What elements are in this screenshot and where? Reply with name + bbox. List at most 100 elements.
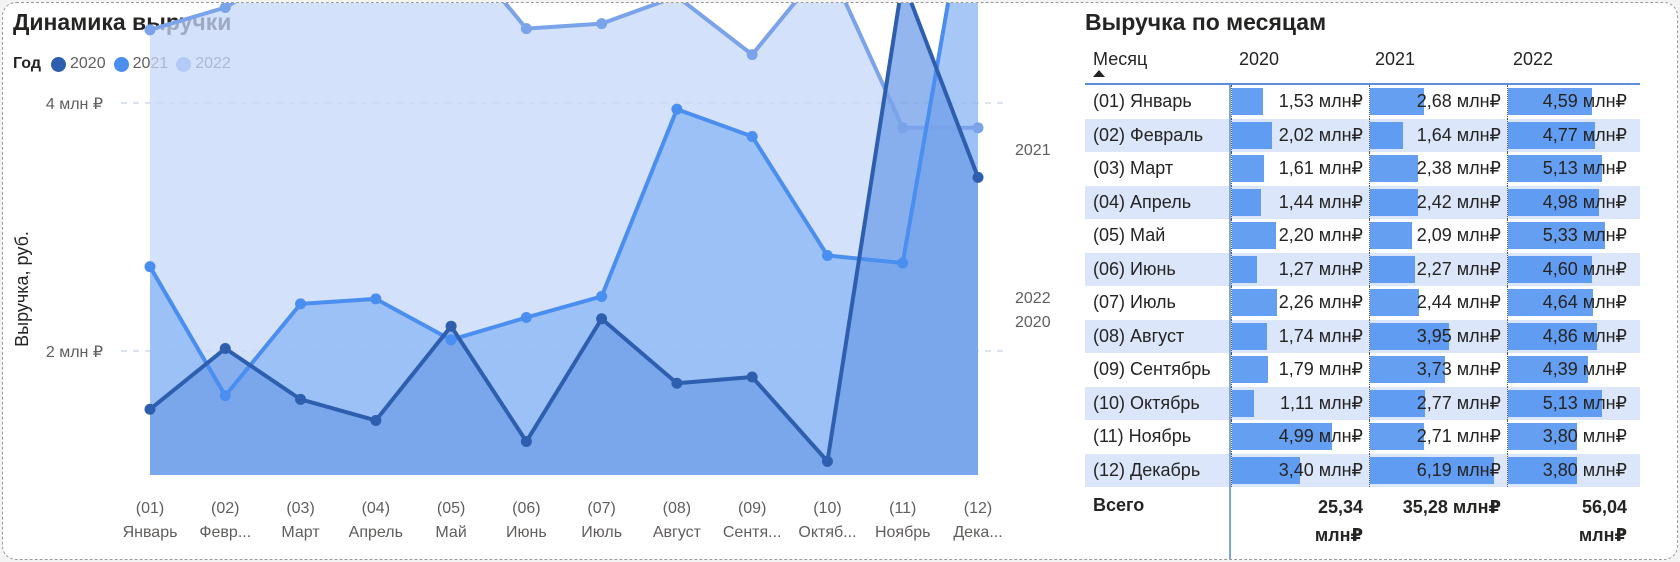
cell-2020[interactable]: 1,53 млн₽ <box>1231 85 1369 119</box>
cell-value: 2,77 млн₽ <box>1416 392 1501 413</box>
cell-2020[interactable]: 3,40 млн₽ <box>1231 453 1369 487</box>
cell-2022[interactable]: 4,39 млн₽ <box>1507 353 1633 387</box>
table-row[interactable]: (12) Декабрь 3,40 млн₽ 6,19 млн₽ 3,80 млн₽ <box>1085 453 1640 487</box>
table-row[interactable]: (01) Январь 1,53 млн₽ 2,68 млн₽ 4,59 млн₽ <box>1085 85 1640 119</box>
cell-2020[interactable]: 2,02 млн₽ <box>1231 118 1369 152</box>
revenue-line-chart[interactable]: 2 млн ₽4 млн ₽6 млн ₽Выручка, руб.202120… <box>3 3 1063 559</box>
data-bar <box>1370 188 1419 216</box>
cell-2021[interactable]: 6,19 млн₽ <box>1369 453 1507 487</box>
cell-2021[interactable]: 2,09 млн₽ <box>1369 219 1507 253</box>
cell-2021[interactable]: 1,64 млн₽ <box>1369 118 1507 152</box>
cell-2022[interactable]: 5,33 млн₽ <box>1507 219 1633 253</box>
x-tick-number: (05) <box>437 500 465 517</box>
data-point-2021 <box>445 334 457 346</box>
data-point-2021 <box>370 293 382 305</box>
data-point-2021 <box>144 261 156 273</box>
sort-ascending-icon[interactable] <box>1093 70 1105 77</box>
cell-2021[interactable]: 2,71 млн₽ <box>1369 420 1507 454</box>
x-tick-number: (01) <box>136 500 164 517</box>
cell-2020[interactable]: 2,20 млн₽ <box>1231 219 1369 253</box>
cell-2020[interactable]: 1,11 млн₽ <box>1231 386 1369 420</box>
row-month-label: (04) Апрель <box>1093 191 1192 212</box>
table-row[interactable]: (10) Октябрь 1,11 млн₽ 2,77 млн₽ 5,13 млн₽ <box>1085 386 1640 420</box>
series-end-label: 2022 <box>1015 290 1051 307</box>
cell-2022[interactable]: 5,13 млн₽ <box>1507 386 1633 420</box>
x-tick-number: (09) <box>738 500 766 517</box>
cell-2020[interactable]: 1,27 млн₽ <box>1231 252 1369 286</box>
cell-2022[interactable]: 5,13 млн₽ <box>1507 152 1633 186</box>
header-month[interactable]: Месяц <box>1093 49 1148 69</box>
cell-value: 4,39 млн₽ <box>1542 359 1627 379</box>
data-bar <box>1370 222 1412 249</box>
data-bar <box>1508 88 1592 115</box>
cell-2021[interactable]: 2,68 млн₽ <box>1369 85 1507 119</box>
cell-2020[interactable]: 1,44 млн₽ <box>1231 185 1369 219</box>
x-tick-number: (04) <box>362 500 390 517</box>
cell-2022[interactable]: 4,77 млн₽ <box>1507 118 1633 152</box>
cell-2022[interactable]: 4,64 млн₽ <box>1507 286 1633 320</box>
data-bar <box>1370 255 1416 283</box>
data-bar <box>1508 222 1606 249</box>
cell-2020[interactable]: 1,79 млн₽ <box>1231 353 1369 387</box>
table-row[interactable]: (04) Апрель 1,44 млн₽ 2,42 млн₽ 4,98 млн₽ <box>1085 185 1640 219</box>
cell-value: 2,02 млн₽ <box>1278 124 1363 145</box>
cell-value: 2,44 млн₽ <box>1416 292 1501 312</box>
cell-2022[interactable]: 4,98 млн₽ <box>1507 185 1633 219</box>
header-2020[interactable]: 2020 <box>1239 49 1280 69</box>
x-tick-label: Дека... <box>953 524 1002 541</box>
data-bar <box>1370 456 1494 484</box>
cell-value: 1,44 млн₽ <box>1278 191 1363 212</box>
table-row[interactable]: (08) Август 1,74 млн₽ 3,95 млн₽ 4,86 млн₽ <box>1085 319 1640 353</box>
cell-2022[interactable]: 4,59 млн₽ <box>1507 85 1633 119</box>
cell-2020[interactable]: 1,61 млн₽ <box>1231 152 1369 186</box>
series-line-2020 <box>148 3 980 464</box>
cell-2021[interactable]: 2,38 млн₽ <box>1369 152 1507 186</box>
table-row[interactable]: (09) Сентябрь 1,79 млн₽ 3,73 млн₽ 4,39 млн₽ <box>1085 353 1640 387</box>
cell-2021[interactable]: 2,42 млн₽ <box>1369 185 1507 219</box>
cell-2022[interactable]: 4,86 млн₽ <box>1507 319 1633 353</box>
data-point-2020 <box>520 436 532 448</box>
y-tick-label: 2 млн ₽ <box>46 344 103 361</box>
cell-value: 2,38 млн₽ <box>1416 158 1501 178</box>
cell-value: 1,61 млн₽ <box>1278 158 1363 178</box>
cell-2020[interactable]: 1,74 млн₽ <box>1231 319 1369 353</box>
cell-2022[interactable]: 3,80 млн₽ <box>1507 420 1633 454</box>
header-2022[interactable]: 2022 <box>1513 49 1554 69</box>
table-row[interactable]: (11) Ноябрь 4,99 млн₽ 2,71 млн₽ 3,80 млн₽ <box>1085 420 1640 454</box>
data-point-2020 <box>596 313 608 325</box>
data-point-2021 <box>219 390 231 402</box>
data-bar <box>1370 356 1445 383</box>
cell-2021[interactable]: 2,27 млн₽ <box>1369 252 1507 286</box>
table-row[interactable]: (02) Февраль 2,02 млн₽ 1,64 млн₽ 4,77 млн₽ <box>1085 118 1640 152</box>
cell-value: 3,80 млн₽ <box>1542 459 1627 480</box>
table-row[interactable]: (07) Июль 2,26 млн₽ 2,44 млн₽ 4,64 млн₽ <box>1085 286 1640 320</box>
cell-2022[interactable]: 4,60 млн₽ <box>1507 252 1633 286</box>
area-2021 <box>150 3 978 475</box>
table-row[interactable]: (06) Июнь 1,27 млн₽ 2,27 млн₽ 4,60 млн₽ <box>1085 252 1640 286</box>
header-2021[interactable]: 2021 <box>1375 49 1416 69</box>
cell-2021[interactable]: 2,44 млн₽ <box>1369 286 1507 320</box>
data-bar <box>1508 356 1589 383</box>
cell-value: 3,73 млн₽ <box>1416 359 1501 379</box>
cell-2022[interactable]: 3,80 млн₽ <box>1507 453 1633 487</box>
x-tick-label: Сентя... <box>723 524 782 541</box>
data-point-2020 <box>671 377 683 389</box>
cell-value: 6,19 млн₽ <box>1416 459 1501 480</box>
total-2020-unit: млн₽ <box>1314 525 1363 545</box>
table-row[interactable]: (03) Март 1,61 млн₽ 2,38 млн₽ 5,13 млн₽ <box>1085 152 1640 186</box>
cell-2021[interactable]: 3,73 млн₽ <box>1369 353 1507 387</box>
cell-2021[interactable]: 3,95 млн₽ <box>1369 319 1507 353</box>
legend-item-2020[interactable]: 2020 <box>51 55 106 73</box>
data-point-2021 <box>746 130 758 142</box>
cell-value: 1,11 млн₽ <box>1280 392 1363 413</box>
legend-title: Год <box>13 55 41 72</box>
data-bar <box>1370 121 1403 149</box>
row-month-label: (03) Март <box>1093 158 1174 178</box>
cell-2021[interactable]: 2,77 млн₽ <box>1369 386 1507 420</box>
cell-2020[interactable]: 4,99 млн₽ <box>1231 420 1369 454</box>
cell-2020[interactable]: 2,26 млн₽ <box>1231 286 1369 320</box>
cell-value: 4,77 млн₽ <box>1542 124 1627 145</box>
cell-value: 1,79 млн₽ <box>1278 359 1363 379</box>
table-row[interactable]: (05) Май 2,20 млн₽ 2,09 млн₽ 5,33 млн₽ <box>1085 219 1640 253</box>
x-tick-label: Март <box>281 524 320 541</box>
